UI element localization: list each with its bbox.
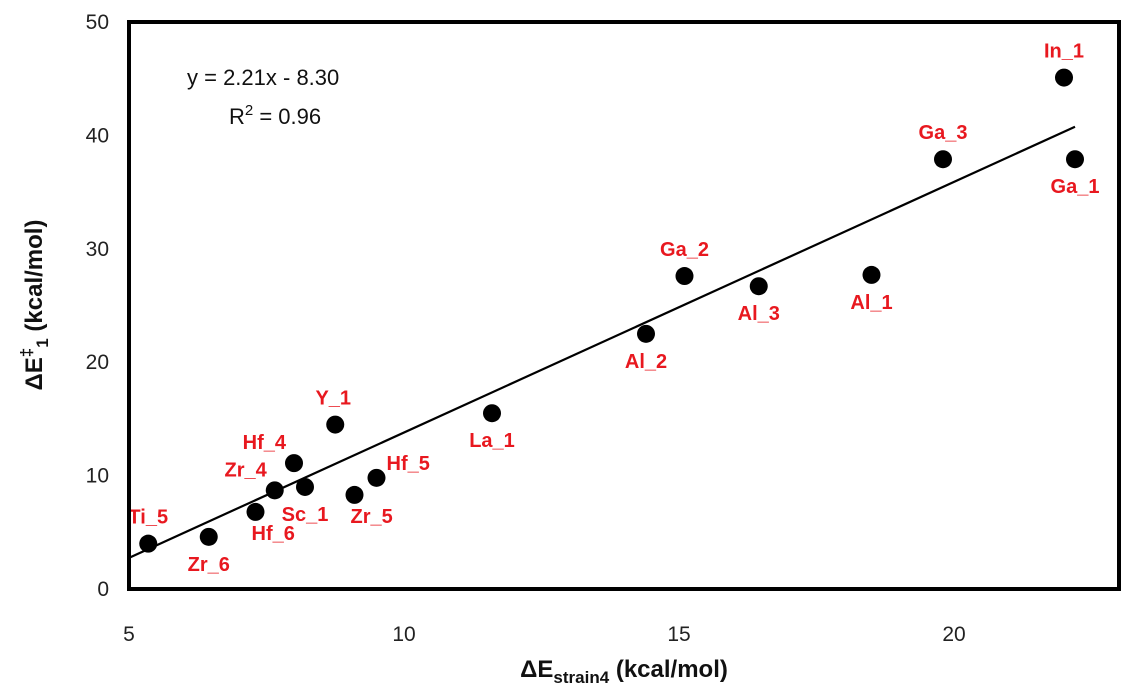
x-axis-title: ΔEstrain4 (kcal/mol) [520,656,728,687]
point-label: Ga_2 [660,239,709,261]
y-axis-title: ΔE‡1 (kcal/mol) [17,220,52,391]
point-label: Ga_1 [1051,176,1100,198]
data-point [285,454,303,473]
point-label: Hf_4 [243,432,287,454]
x-tick-label: 15 [667,623,690,646]
data-point [749,277,768,296]
y-tick-label: 50 [86,11,109,34]
point-label: Sc_1 [282,504,329,526]
trendline [128,125,1076,559]
data-point [637,324,655,343]
data-point [326,415,345,434]
data-point [934,150,952,169]
plot-frame [127,20,1121,591]
r-squared: R2 = 0.96 [229,102,321,129]
x-tick-label: 5 [123,623,135,646]
data-point [199,527,218,546]
data-point [1066,150,1084,169]
y-tick-label: 20 [86,351,109,374]
point-label: Al_2 [625,351,667,373]
point-label: Zr_4 [225,459,268,481]
point-label: Zr_6 [188,554,230,576]
data-point [862,265,881,284]
point-label: Hf_6 [252,523,295,545]
data-point [675,267,694,286]
y-tick-label: 0 [97,578,109,601]
point-label: Zr_5 [351,506,393,528]
y-tick-label: 30 [86,238,109,261]
data-point [367,468,386,487]
y-tick-label: 40 [86,124,109,147]
data-point [139,534,158,553]
data-point [296,477,314,496]
point-label: Al_1 [850,292,892,314]
trendline-equation: y = 2.21x - 8.30 [187,65,339,90]
data-point [246,502,265,521]
data-point [483,404,501,423]
point-label: La_1 [469,430,515,452]
data-point [345,485,364,504]
x-tick-label: 20 [942,623,965,646]
data-point [265,481,284,500]
point-label: In_1 [1044,41,1084,63]
point-label: Y_1 [315,388,351,410]
point-label: Hf_5 [387,453,430,475]
point-label: Ga_3 [919,122,968,144]
point-label: Ti_5 [128,507,168,529]
point-label: Al_3 [738,303,780,325]
y-tick-label: 10 [86,465,109,488]
x-tick-label: 10 [392,623,415,646]
data-point [1055,68,1073,87]
